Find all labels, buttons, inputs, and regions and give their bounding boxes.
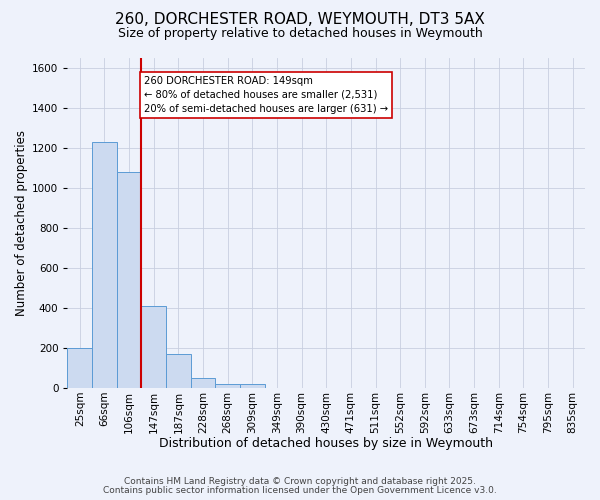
Bar — [92, 142, 117, 388]
Bar — [142, 306, 166, 388]
Text: Contains public sector information licensed under the Open Government Licence v3: Contains public sector information licen… — [103, 486, 497, 495]
Text: Size of property relative to detached houses in Weymouth: Size of property relative to detached ho… — [118, 28, 482, 40]
Bar — [191, 378, 215, 388]
Bar — [166, 354, 191, 388]
Bar — [240, 384, 265, 388]
Text: 260, DORCHESTER ROAD, WEYMOUTH, DT3 5AX: 260, DORCHESTER ROAD, WEYMOUTH, DT3 5AX — [115, 12, 485, 28]
Text: Contains HM Land Registry data © Crown copyright and database right 2025.: Contains HM Land Registry data © Crown c… — [124, 477, 476, 486]
X-axis label: Distribution of detached houses by size in Weymouth: Distribution of detached houses by size … — [159, 437, 493, 450]
Bar — [215, 384, 240, 388]
Text: 260 DORCHESTER ROAD: 149sqm
← 80% of detached houses are smaller (2,531)
20% of : 260 DORCHESTER ROAD: 149sqm ← 80% of det… — [145, 76, 388, 114]
Bar — [67, 348, 92, 388]
Y-axis label: Number of detached properties: Number of detached properties — [15, 130, 28, 316]
Bar — [117, 172, 142, 388]
